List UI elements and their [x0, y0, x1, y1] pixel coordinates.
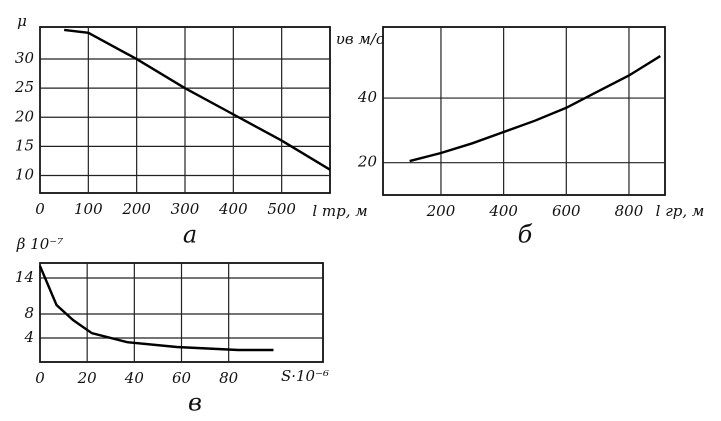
chart-caption: в: [188, 389, 202, 417]
x-axis-label: S·10⁻⁶: [281, 367, 329, 385]
y-tick-label: 20: [14, 107, 35, 125]
x-tick-label: 500: [267, 200, 296, 218]
x-axis-label: l тр, м: [312, 202, 367, 220]
y-axis-label: υв м/с: [336, 30, 385, 48]
y-axis-label: β 10⁻⁷: [16, 235, 63, 253]
x-tick-label: 60: [172, 369, 192, 387]
y-tick-label: 40: [357, 88, 378, 106]
x-tick-label: 100: [74, 200, 103, 218]
x-tick-label: 40: [124, 369, 145, 387]
x-tick-label: 400: [488, 202, 518, 220]
y-tick-label: 14: [15, 268, 34, 286]
x-tick-label: 0: [35, 200, 45, 218]
curve: [38, 265, 274, 352]
x-tick-label: 0: [35, 369, 45, 387]
y-axis-label: μ: [17, 12, 27, 30]
x-tick-label: 80: [219, 369, 239, 387]
y-tick-label: 25: [14, 78, 34, 96]
chart-caption: б: [518, 221, 533, 249]
y-tick-label: 8: [24, 304, 34, 322]
y-tick-label: 15: [15, 136, 34, 154]
y-tick-label: 4: [23, 328, 34, 346]
x-tick-label: 600: [552, 202, 581, 220]
y-tick-label: 20: [357, 153, 378, 171]
x-tick-label: 300: [171, 200, 200, 218]
x-tick-label: 800: [615, 202, 644, 220]
x-tick-label: 400: [218, 200, 248, 218]
y-tick-label: 30: [15, 49, 35, 67]
x-axis-label: l гр, м: [656, 202, 705, 220]
x-tick-label: 200: [426, 202, 456, 220]
x-tick-label: 20: [77, 369, 98, 387]
plot-frame: [382, 26, 666, 196]
y-tick-label: 10: [15, 166, 35, 184]
x-tick-label: 200: [121, 200, 151, 218]
curve: [64, 28, 331, 171]
curve: [409, 55, 661, 163]
chart-caption: а: [183, 221, 197, 249]
